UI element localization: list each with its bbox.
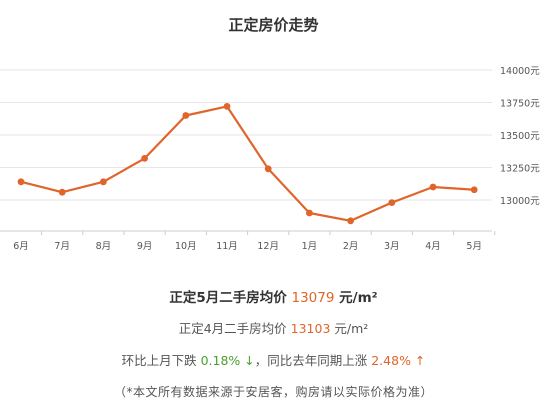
y-tick-label: 14000元	[500, 66, 540, 77]
april-price-line: 正定4月二手房均价 13103 元/m²	[0, 318, 547, 337]
data-point	[58, 188, 66, 196]
x-tick-label: 12月	[257, 241, 279, 252]
x-tick-label: 10月	[175, 241, 197, 252]
change-line: 环比上月下跌 0.18% ↓，同比去年同期上涨 2.48% ↑	[0, 350, 547, 369]
x-tick-label: 6月	[13, 241, 29, 252]
data-point	[182, 112, 190, 119]
y-tick-label: 13250元	[500, 164, 540, 175]
yoy-value: 2.48% ↑	[371, 353, 426, 368]
may-price-line: 正定5月二手房均价 13079 元/m²	[0, 286, 547, 306]
may-price-label: 正定5月二手房均价	[169, 290, 292, 306]
data-point	[100, 178, 107, 186]
may-price-unit: 元/m²	[334, 290, 378, 306]
x-tick-label: 9月	[137, 241, 153, 252]
mom-label: 环比上月下跌	[121, 353, 201, 368]
may-price-value: 13079	[291, 290, 335, 306]
chart-title: 正定房价走势	[228, 16, 319, 34]
april-price-unit: 元/m²	[330, 321, 369, 336]
x-tick-label: 4月	[425, 241, 441, 252]
data-point	[429, 183, 437, 191]
x-axis: 6月 7月 8月 9月 10月 11月 12月 1月 2月 3月 4月 5月	[0, 230, 496, 252]
x-tick-label: 7月	[54, 241, 70, 252]
y-tick-label: 13500元	[500, 131, 540, 142]
y-tick-label: 13000元	[500, 196, 540, 207]
data-point	[17, 178, 25, 186]
y-tick-label: 13750元	[500, 99, 540, 110]
april-price-label: 正定4月二手房均价	[178, 321, 291, 336]
data-point	[264, 165, 272, 173]
data-point	[223, 103, 231, 110]
price-series	[17, 103, 478, 225]
y-axis: 13000元 13250元 13500元 13750元 14000元	[500, 66, 540, 207]
series-line	[20, 105, 475, 222]
data-point	[470, 186, 478, 194]
data-point	[347, 217, 354, 225]
april-price-value: 13103	[290, 321, 331, 336]
x-tick-label: 1月	[302, 241, 318, 252]
data-point	[306, 209, 313, 217]
x-tick-label: 11月	[216, 241, 238, 252]
source-note: （*本文所有数据来源于安居客，购房请以实际价格为准）	[113, 385, 433, 399]
x-tick-label: 8月	[96, 241, 112, 252]
mom-value: 0.18% ↓	[200, 353, 255, 368]
x-tick-label: 5月	[466, 241, 482, 252]
x-tick-label: 3月	[384, 241, 400, 252]
price-trend-chart: 13000元 13250元 13500元 13750元 14000元 6月 7月 8月 9月 1…	[0, 66, 540, 252]
x-tick-label: 2月	[343, 241, 359, 252]
data-point	[141, 155, 149, 162]
data-point	[388, 199, 396, 207]
yoy-label: 同比去年同期上涨	[267, 353, 372, 368]
change-separator: ，	[254, 353, 268, 368]
